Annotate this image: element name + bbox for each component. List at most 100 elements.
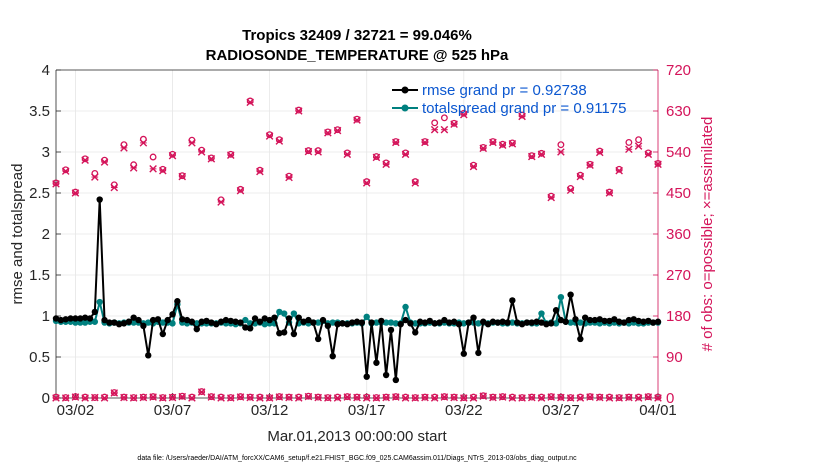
- obs-assimilated-marker-27: [314, 148, 322, 156]
- obs-assimilated-bottom-marker-23: [275, 393, 284, 401]
- series-point-rmse-123: [649, 319, 657, 326]
- series-point-rmse-7: [86, 315, 94, 322]
- obs-assimilated-marker-17: [217, 198, 225, 206]
- obs-assimilated-marker-34: [382, 160, 390, 169]
- obs-assimilated-marker-50: [537, 150, 546, 159]
- obs-possible-marker-44: [479, 143, 487, 151]
- series-point-rmse-91: [494, 319, 501, 326]
- obs-assimilated-bottom-marker-7: [120, 393, 128, 402]
- obs-assimilated-marker-9: [139, 139, 148, 147]
- series-point-rmse-29: [193, 325, 200, 333]
- y-axis-label: rmse and totalspread: [9, 164, 26, 305]
- series-point-rmse-92: [499, 318, 506, 325]
- obs-assimilated-marker-18: [226, 151, 235, 159]
- obs-assimilated-marker-1: [61, 167, 70, 175]
- obs-assimilated-bottom-marker-34: [382, 393, 390, 402]
- obs-possible-marker-52: [557, 141, 565, 149]
- obs-possible-marker-30: [343, 149, 351, 157]
- obs-possible-marker-37: [411, 178, 419, 186]
- obs-assimilated-bottom-marker-39: [430, 394, 439, 402]
- obs-possible-marker-59: [625, 138, 633, 146]
- series-point-rmse-1: [57, 316, 65, 324]
- y-axis-label-right: # of obs: o=possible; ×=assimilated: [699, 117, 716, 352]
- series-point-rmse-84: [460, 350, 468, 357]
- data-file-footnote: data file: /Users/raeder/DAI/ATM_forcXX/…: [137, 455, 577, 462]
- series-point-rmse-89: [484, 321, 492, 328]
- series-point-rmse-16: [130, 314, 137, 321]
- obs-assimilated-bottom-marker-11: [159, 394, 167, 402]
- series-point-rmse-19: [145, 352, 152, 359]
- obs-possible-marker-18: [227, 150, 235, 158]
- obs-assimilated-marker-41: [450, 120, 458, 129]
- series-point-totalspread-72: [402, 303, 409, 311]
- series-point-rmse-17: [135, 316, 142, 324]
- obs-assimilated-bottom-marker-4: [91, 393, 99, 402]
- obs-assimilated-bottom-marker-26: [304, 392, 313, 401]
- series-point-totalspread-84: [460, 320, 468, 327]
- x-tick-label-3: 03/17: [348, 402, 386, 419]
- obs-assimilated-bottom-marker-0: [52, 394, 60, 402]
- obs-possible-marker-33: [372, 153, 380, 161]
- series-point-rmse-108: [577, 335, 584, 343]
- obs-assimilated-bottom-marker-15: [197, 388, 206, 396]
- obs-assimilated-marker-12: [168, 151, 177, 160]
- series-point-rmse-72: [402, 316, 409, 324]
- series-point-totalspread-57: [329, 319, 336, 326]
- series-point-rmse-47: [280, 329, 288, 336]
- left-tick-label-0: 0: [42, 390, 50, 407]
- obs-assimilated-marker-15: [197, 148, 206, 156]
- obs-possible-marker-23: [275, 136, 283, 144]
- series-point-totalspread-64: [363, 313, 370, 321]
- obs-possible-marker-26: [305, 147, 312, 155]
- obs-assimilated-bottom-marker-51: [547, 393, 555, 401]
- series-point-rmse-22: [159, 330, 167, 338]
- series-point-rmse-26: [179, 316, 186, 323]
- obs-assimilated-marker-44: [479, 144, 488, 153]
- series-point-totalspread-68: [382, 319, 390, 326]
- obs-assimilated-bottom-marker-1: [61, 394, 70, 402]
- series-point-rmse-12: [111, 319, 118, 326]
- series-point-totalspread-49: [290, 310, 298, 317]
- series-point-rmse-82: [450, 318, 458, 325]
- right-ticks: 0 90 180 270 360 450 540 630 720: [653, 62, 691, 407]
- series-point-totalspread-94: [509, 319, 516, 326]
- obs-assimilated-bottom-marker-28: [324, 394, 332, 402]
- left-tick-label-1: 0.5: [29, 349, 50, 366]
- obs-assimilated-marker-35: [392, 138, 400, 147]
- obs-assimilated-bottom-marker-14: [188, 394, 196, 402]
- series-point-rmse-52: [305, 316, 312, 324]
- series-point-rmse-55: [319, 316, 327, 324]
- series-point-rmse-74: [412, 329, 419, 336]
- obs-assimilated-bottom-marker-9: [139, 393, 148, 402]
- x-tick-label-4: 03/22: [445, 402, 483, 419]
- obs-assimilated-bottom-marker-8: [129, 394, 138, 402]
- obs-assimilated-marker-59: [625, 145, 633, 154]
- series-point-rmse-6: [81, 314, 89, 321]
- obs-assimilated-marker-61: [644, 150, 653, 159]
- obs-assimilated-bottom-marker-5: [100, 394, 109, 402]
- obs-assimilated-bottom-marker-10: [149, 393, 157, 401]
- obs-assimilated-marker-29: [333, 126, 342, 135]
- obs-assimilated-bottom-marker-29: [333, 394, 342, 402]
- obs-assimilated-marker-30: [343, 150, 352, 159]
- obs-possible-marker-39: [431, 119, 439, 127]
- obs-possible-marker-60: [635, 136, 643, 144]
- series-point-rmse-117: [620, 319, 628, 326]
- obs-possible-bottom-marker-17: [217, 393, 225, 401]
- obs-assimilated-bottom-marker-47: [508, 394, 517, 402]
- series-point-rmse-34: [217, 318, 225, 325]
- series-point-rmse-107: [572, 316, 579, 323]
- obs-possible-marker-41: [450, 119, 458, 127]
- obs-assimilated-bottom-marker-57: [605, 394, 614, 402]
- obs-possible-bottom-marker-29: [334, 393, 342, 401]
- series-point-rmse-44: [266, 316, 273, 324]
- series-point-rmse-105: [562, 318, 569, 325]
- x-tick-label-1: 03/07: [154, 402, 192, 419]
- series-point-rmse-79: [436, 319, 443, 326]
- series-point-rmse-86: [470, 314, 477, 321]
- obs-assimilated-bottom-marker-58: [615, 394, 623, 402]
- right-tick-label-3: 270: [666, 267, 691, 284]
- series-point-rmse-48: [285, 315, 293, 322]
- series-point-rmse-28: [188, 318, 196, 325]
- obs-assimilated-marker-8: [129, 164, 138, 172]
